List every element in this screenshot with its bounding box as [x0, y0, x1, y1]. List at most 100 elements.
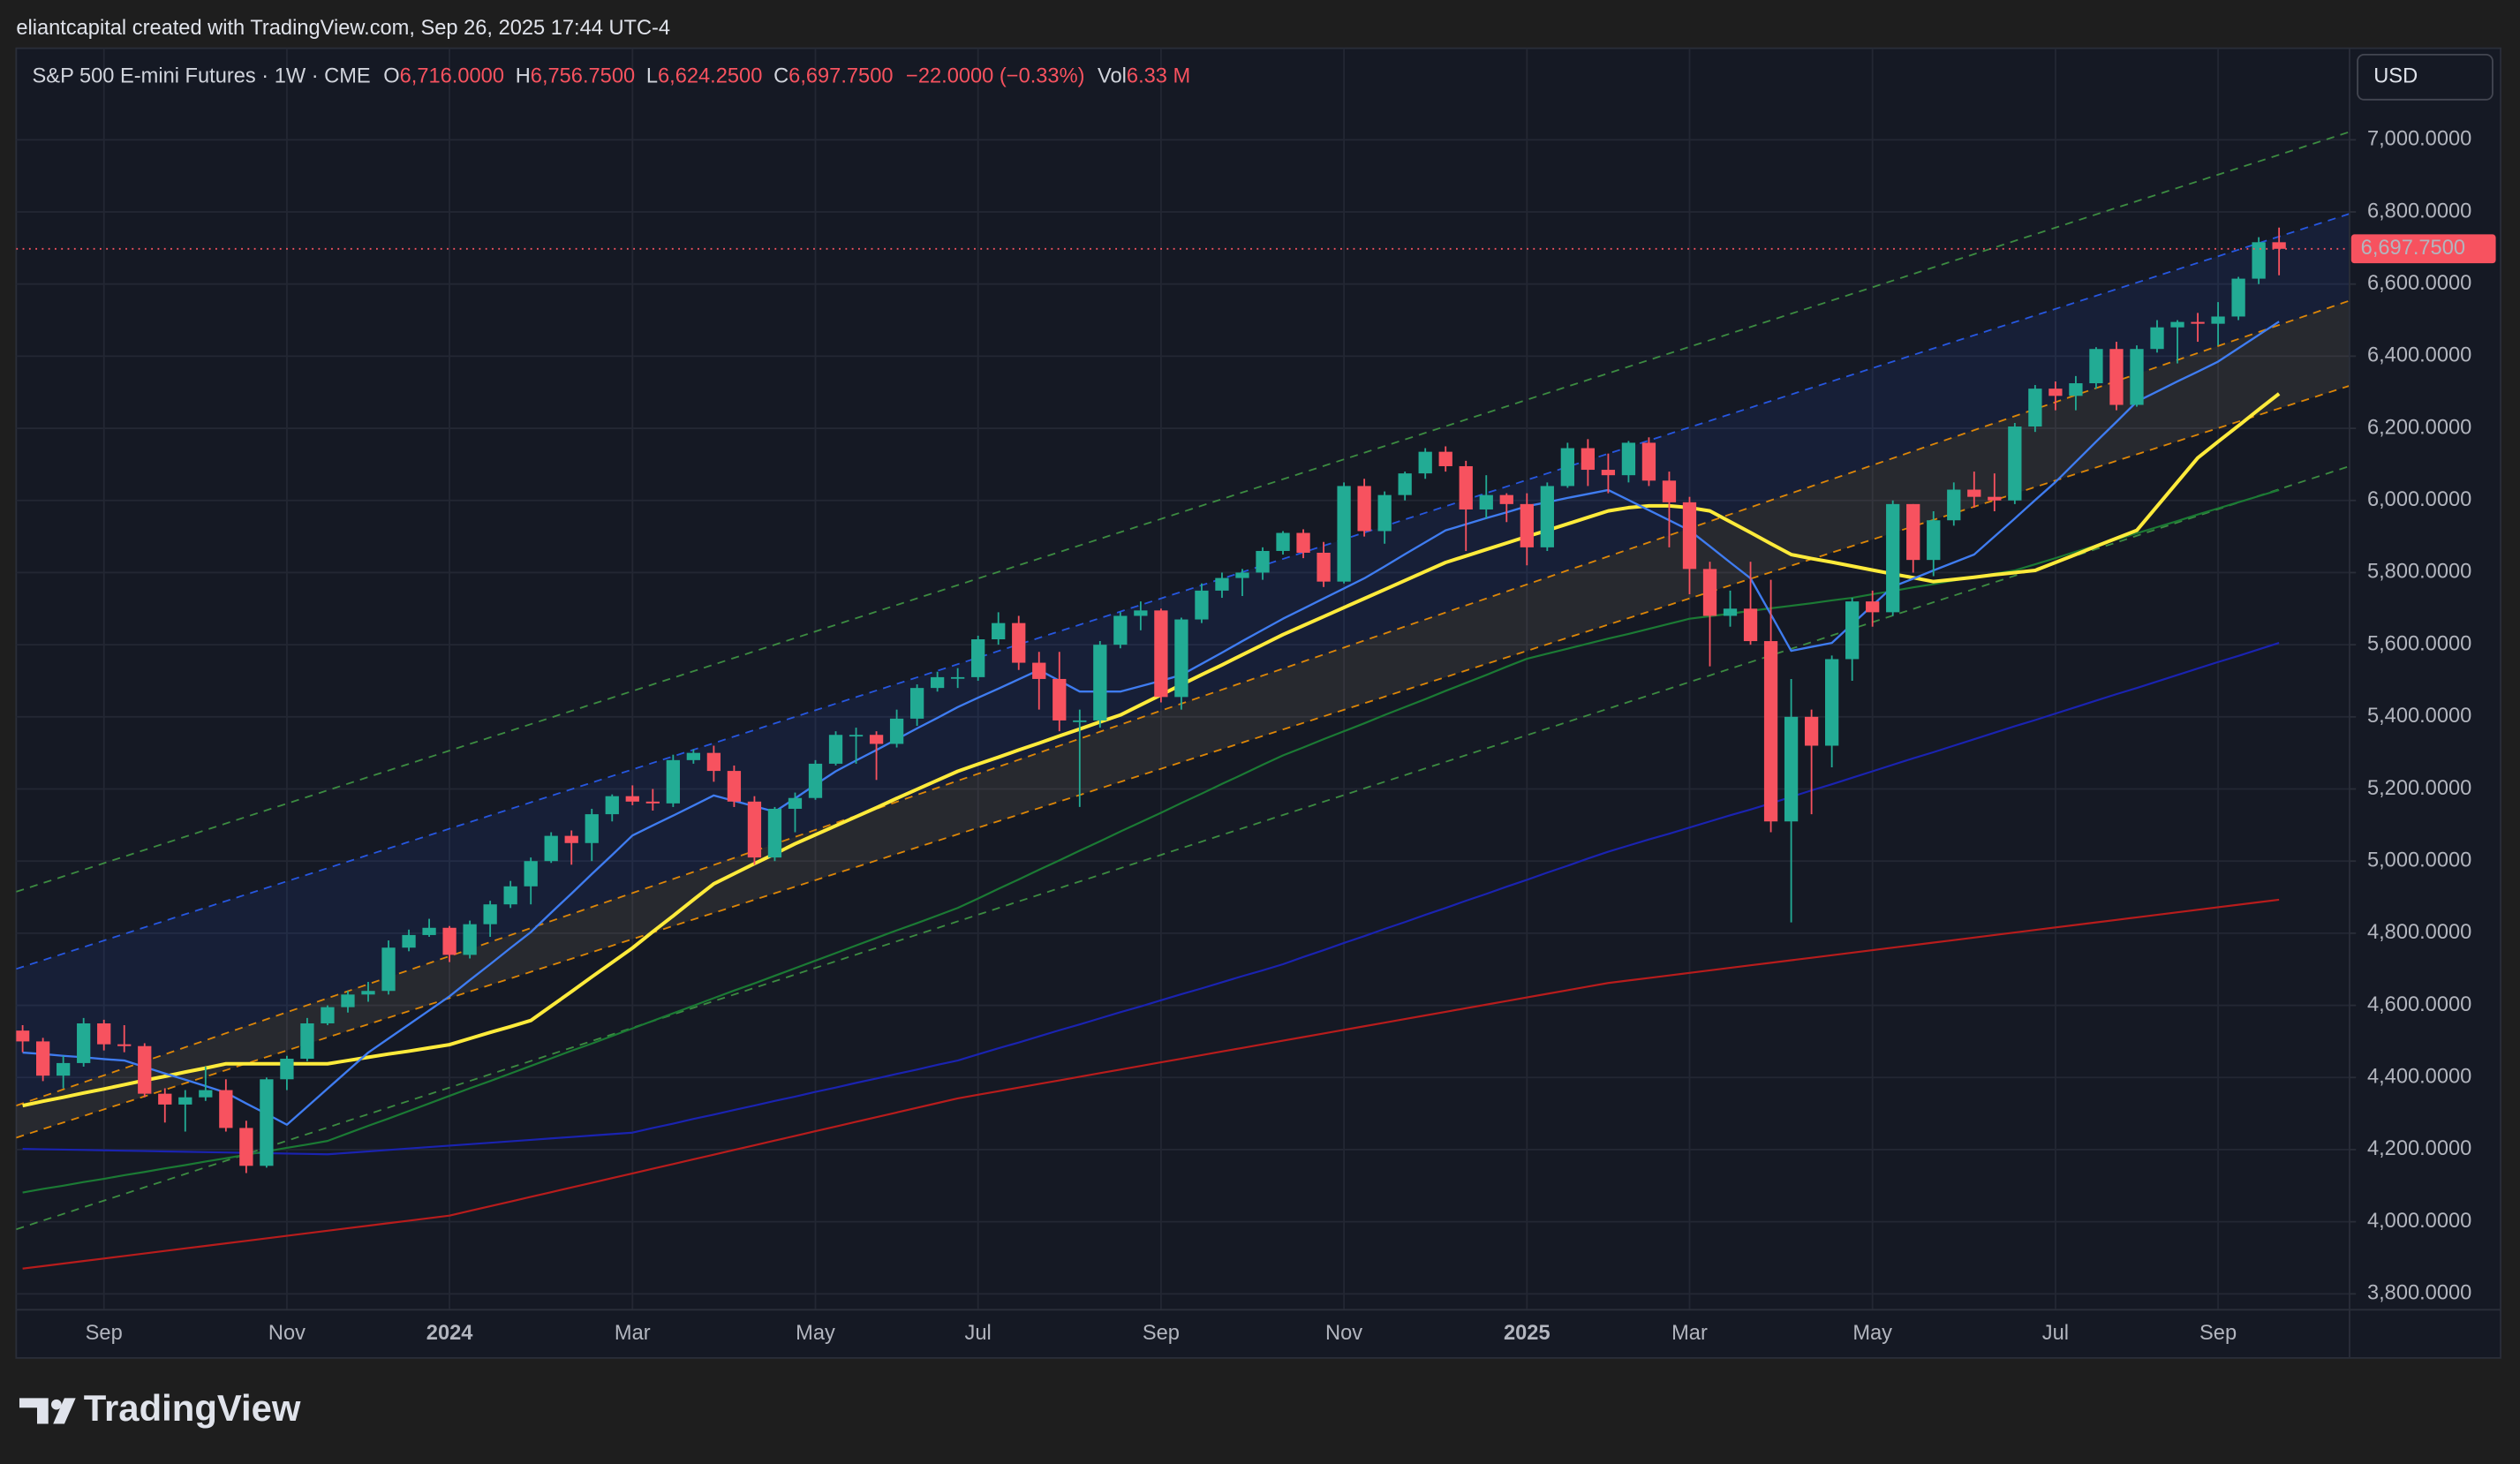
candle-body	[2089, 349, 2103, 384]
candle-body	[1560, 448, 1574, 487]
y-tick-label: 7,000.0000	[2367, 128, 2471, 151]
y-tick-label: 6,200.0000	[2367, 416, 2471, 439]
candle-body	[930, 676, 945, 689]
candle-body	[1073, 720, 1087, 722]
candle-body	[1641, 442, 1656, 481]
y-tick-label: 5,800.0000	[2367, 561, 2471, 584]
moving-average-line	[22, 392, 2281, 1108]
candle-body	[625, 796, 639, 802]
candle-body	[1743, 608, 1758, 642]
candle-body	[1032, 662, 1046, 679]
candle-body	[77, 1023, 91, 1063]
x-tick-label: Nov	[268, 1322, 306, 1345]
y-tick-label: 4,400.0000	[2367, 1066, 2471, 1089]
candle-body	[1947, 489, 1961, 521]
candle-body	[97, 1023, 111, 1045]
candle-body	[1824, 659, 1839, 746]
candle-body	[2150, 327, 2164, 350]
moving-average-line	[22, 321, 2280, 1126]
candle-body	[1053, 678, 1067, 721]
candle-body	[889, 718, 904, 744]
y-tick-label: 6,000.0000	[2367, 488, 2471, 511]
candle-body	[2008, 426, 2022, 501]
y-tick-label: 6,800.0000	[2367, 200, 2471, 223]
x-tick-label: Sep	[1143, 1322, 1180, 1345]
candle-body	[16, 1030, 30, 1042]
candle-body	[909, 688, 924, 719]
candle-body	[2272, 242, 2286, 249]
currency-box[interactable]	[2357, 53, 2494, 101]
candle-body	[1418, 451, 1432, 474]
candle-body	[2252, 242, 2266, 279]
moving-average-line	[22, 488, 2280, 1194]
candle-body	[483, 904, 497, 924]
x-tick-label: Sep	[86, 1322, 123, 1345]
candle-body	[2231, 278, 2245, 317]
candle-body	[1906, 503, 1920, 561]
candle-body	[524, 861, 538, 887]
candle-body	[1154, 610, 1168, 698]
currency-button[interactable]: USD	[2357, 53, 2494, 101]
candle-body	[341, 994, 355, 1007]
brand-name: TradingView	[84, 1387, 301, 1429]
candle-body	[1540, 486, 1554, 547]
candle-body	[767, 808, 782, 858]
candle-body	[117, 1044, 132, 1046]
candle-body	[2048, 389, 2063, 396]
y-tick-label: 5,000.0000	[2367, 849, 2471, 872]
x-tick-label: May	[1852, 1322, 1892, 1345]
legend-value: 6,756.7500	[531, 65, 635, 88]
x-tick-label: Jul	[965, 1322, 992, 1345]
candle-body	[260, 1079, 274, 1166]
plot-area	[16, 48, 2350, 1310]
channel-line	[16, 131, 2350, 893]
candle-body	[828, 735, 843, 764]
candle-body	[1702, 569, 1717, 616]
candle-body	[402, 934, 416, 948]
candle-body	[585, 814, 599, 843]
credit-line: eliantcapital created with TradingView.c…	[16, 17, 670, 40]
legend-value: 6,624.2500	[658, 65, 762, 88]
y-tick-label: 5,400.0000	[2367, 705, 2471, 728]
x-tick-label: Sep	[2199, 1322, 2237, 1345]
legend-change: −22.0000 (−0.33%)	[906, 65, 1084, 88]
y-tick-label: 4,600.0000	[2367, 993, 2471, 1016]
candle-body	[239, 1128, 253, 1166]
candle-body	[727, 771, 742, 802]
candle-body	[1357, 486, 1371, 532]
candle-body	[1113, 615, 1128, 645]
legend-value: 6,697.7500	[788, 65, 893, 88]
legend-key: H	[516, 65, 531, 88]
y-tick-label: 6,400.0000	[2367, 344, 2471, 367]
candle-body	[2028, 389, 2042, 427]
candle-body	[869, 735, 884, 744]
candle-body	[706, 752, 721, 772]
candle-body	[1195, 590, 1209, 620]
candle-body	[463, 924, 477, 955]
last-price-box	[2350, 234, 2496, 264]
candle-body	[2211, 316, 2225, 324]
candle-body	[1988, 496, 2002, 501]
candle-body	[1499, 494, 1513, 504]
candle-body	[1093, 645, 1107, 721]
legend-value: 6,716.0000	[400, 65, 504, 88]
x-tick-label: 2025	[1504, 1322, 1550, 1345]
logo-slash	[53, 1398, 76, 1424]
x-tick-label: Mar	[615, 1322, 651, 1345]
candle-body	[1804, 716, 1819, 746]
legend-volume: 6.33 M	[1127, 65, 1190, 88]
currency-label[interactable]: USD	[2373, 65, 2418, 88]
candle-body	[747, 801, 762, 858]
y-tick-label: 4,200.0000	[2367, 1137, 2471, 1160]
candle-body	[1377, 494, 1392, 532]
candle-body	[2109, 349, 2124, 405]
candle-body	[544, 835, 558, 862]
y-tick-label: 4,000.0000	[2367, 1210, 2471, 1233]
x-tick-label: Jul	[2042, 1322, 2069, 1345]
candle-body	[138, 1045, 152, 1094]
channel-line	[16, 213, 2350, 970]
candle-body	[1215, 577, 1229, 591]
candle-body	[808, 763, 823, 798]
